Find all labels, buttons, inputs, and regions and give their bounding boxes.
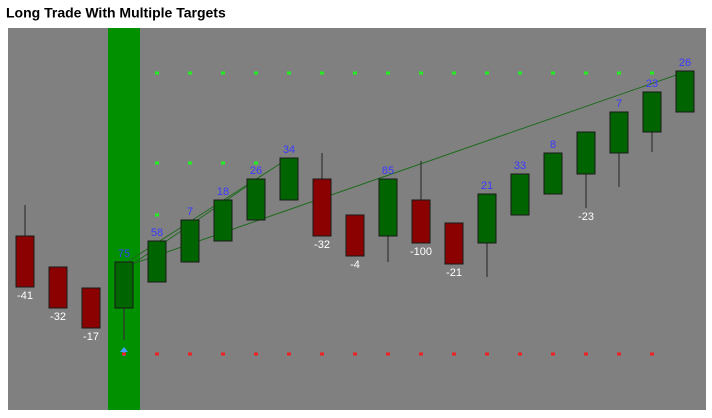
target-dot [551, 71, 555, 75]
stop-dot [287, 352, 291, 356]
candles: -41 -32 -17 75 58 7 18 26 34 -32 -4 85 -100 -21 21 33 8 -… [15, 57, 695, 356]
bar-label: -4 [350, 259, 360, 271]
bar-label: 34 [283, 144, 295, 156]
stop-dot [419, 352, 423, 356]
bar-label: 23 [646, 78, 658, 90]
bar-label: 75 [118, 248, 130, 260]
candle-body [180, 219, 200, 263]
target-dot [419, 71, 423, 75]
candle-body [576, 131, 596, 175]
stop-dot [551, 352, 555, 356]
entry-band [108, 28, 140, 410]
candle-body [543, 152, 563, 195]
bar-label: -17 [83, 331, 99, 343]
target-dot [155, 71, 159, 75]
stop-dot [188, 352, 192, 356]
stop-dot [617, 352, 621, 356]
stop-dot [320, 352, 324, 356]
target-dot [155, 213, 159, 217]
target-dot [518, 71, 522, 75]
bar-label: 26 [250, 165, 262, 177]
candle-body [15, 235, 35, 288]
bar-label: -100 [410, 246, 432, 258]
bar-label: 7 [616, 98, 622, 110]
bar-label: 7 [187, 206, 193, 218]
candle-body [213, 199, 233, 242]
target-dot [155, 161, 159, 165]
bar-label: -21 [446, 267, 462, 279]
bar-label: -32 [314, 239, 330, 251]
candle-body [609, 111, 629, 154]
target-dot [650, 71, 654, 75]
target-dot [353, 71, 357, 75]
target-dot [386, 71, 390, 75]
bar-label: 85 [382, 165, 394, 177]
chart-title: Long Trade With Multiple Targets [6, 5, 226, 21]
target-dot [617, 71, 621, 75]
candle-body [477, 193, 497, 244]
candle-body [444, 222, 464, 265]
target-dot [452, 71, 456, 75]
target-dot [254, 161, 258, 165]
target-dot [485, 71, 489, 75]
bar-label: 33 [514, 160, 526, 172]
bar-label: 21 [481, 180, 493, 192]
stop-dot [518, 352, 522, 356]
bar-label: -32 [50, 311, 66, 323]
candle-body [246, 178, 266, 221]
target-dot [188, 161, 192, 165]
stop-dot [452, 352, 456, 356]
bar-label: 18 [217, 186, 229, 198]
target-dot [188, 71, 192, 75]
target-dot [584, 71, 588, 75]
stop-dot [485, 352, 489, 356]
stop-dot [254, 352, 258, 356]
stop-dot [221, 352, 225, 356]
candle-body [345, 214, 365, 257]
stop-dot [122, 352, 126, 356]
stop-dot [584, 352, 588, 356]
candle-body [114, 261, 134, 309]
stop-dot [155, 352, 159, 356]
entry-arrow [120, 347, 128, 356]
bar-label: -41 [17, 290, 33, 302]
candle-body [312, 178, 332, 237]
target-dot [221, 71, 225, 75]
bar-label: 58 [151, 227, 163, 239]
candle-body [642, 91, 662, 133]
target-dot [320, 71, 324, 75]
candle-body [48, 266, 68, 309]
stop-dot [353, 352, 357, 356]
stop-dot [650, 352, 654, 356]
bar-label: 26 [679, 57, 691, 69]
candle-body [147, 240, 167, 283]
candle-body [510, 173, 530, 216]
candle-body [411, 199, 431, 244]
target-dot [221, 161, 225, 165]
target-dot [287, 71, 291, 75]
candle-body [378, 178, 398, 237]
target-dot [254, 71, 258, 75]
bar-label: 8 [550, 139, 556, 151]
stop-dot [386, 352, 390, 356]
candle-body [279, 157, 299, 201]
candle-body [81, 287, 101, 329]
bar-label: -23 [578, 211, 594, 223]
candle-body [675, 70, 695, 113]
